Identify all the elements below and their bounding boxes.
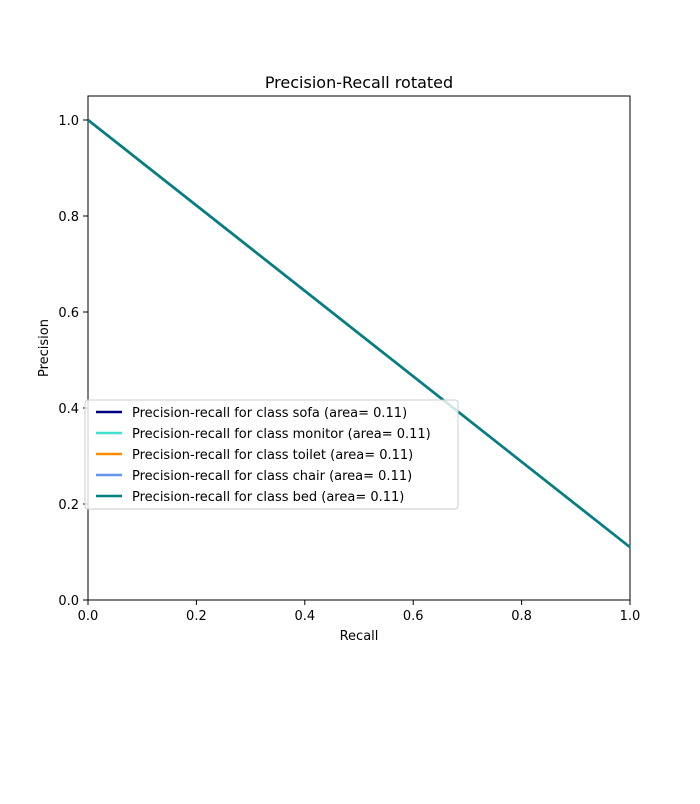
legend-label: Precision-recall for class monitor (area… — [132, 427, 431, 442]
legend-label: Precision-recall for class sofa (area= 0… — [132, 406, 407, 421]
legend: Precision-recall for class sofa (area= 0… — [84, 399, 459, 510]
y-tick-label: 0.0 — [58, 594, 79, 609]
y-tick-label: 0.8 — [58, 210, 79, 225]
x-tick-label: 0.0 — [78, 609, 99, 624]
y-tick-label: 1.0 — [58, 114, 79, 129]
x-tick-label: 1.0 — [620, 609, 641, 624]
legend-items: Precision-recall for class sofa (area= 0… — [96, 406, 431, 505]
legend-label: Precision-recall for class toilet (area=… — [132, 448, 413, 463]
y-tick-label: 0.6 — [58, 306, 79, 321]
x-tick-label: 0.8 — [511, 609, 532, 624]
x-tick-label: 0.2 — [186, 609, 207, 624]
plot-frame — [87, 95, 631, 601]
legend-box — [84, 399, 459, 510]
x-axis: 0.0 0.2 0.4 0.6 0.8 1.0 — [78, 600, 641, 624]
x-axis-label: Recall — [340, 629, 379, 644]
chart-title: Precision-Recall rotated — [265, 73, 453, 92]
y-tick-label: 0.2 — [58, 498, 79, 513]
legend-label: Precision-recall for class bed (area= 0.… — [132, 490, 404, 505]
series-line-4 — [87, 119, 631, 549]
plot-area — [87, 95, 631, 601]
x-tick-label: 0.6 — [403, 609, 424, 624]
y-axis: 0.0 0.2 0.4 0.6 0.8 1.0 — [58, 114, 88, 609]
legend-label: Precision-recall for class chair (area= … — [132, 469, 412, 484]
y-tick-label: 0.4 — [58, 402, 79, 417]
series-layer — [87, 119, 631, 549]
y-axis-label: Precision — [37, 319, 52, 377]
x-tick-label: 0.4 — [294, 609, 315, 624]
